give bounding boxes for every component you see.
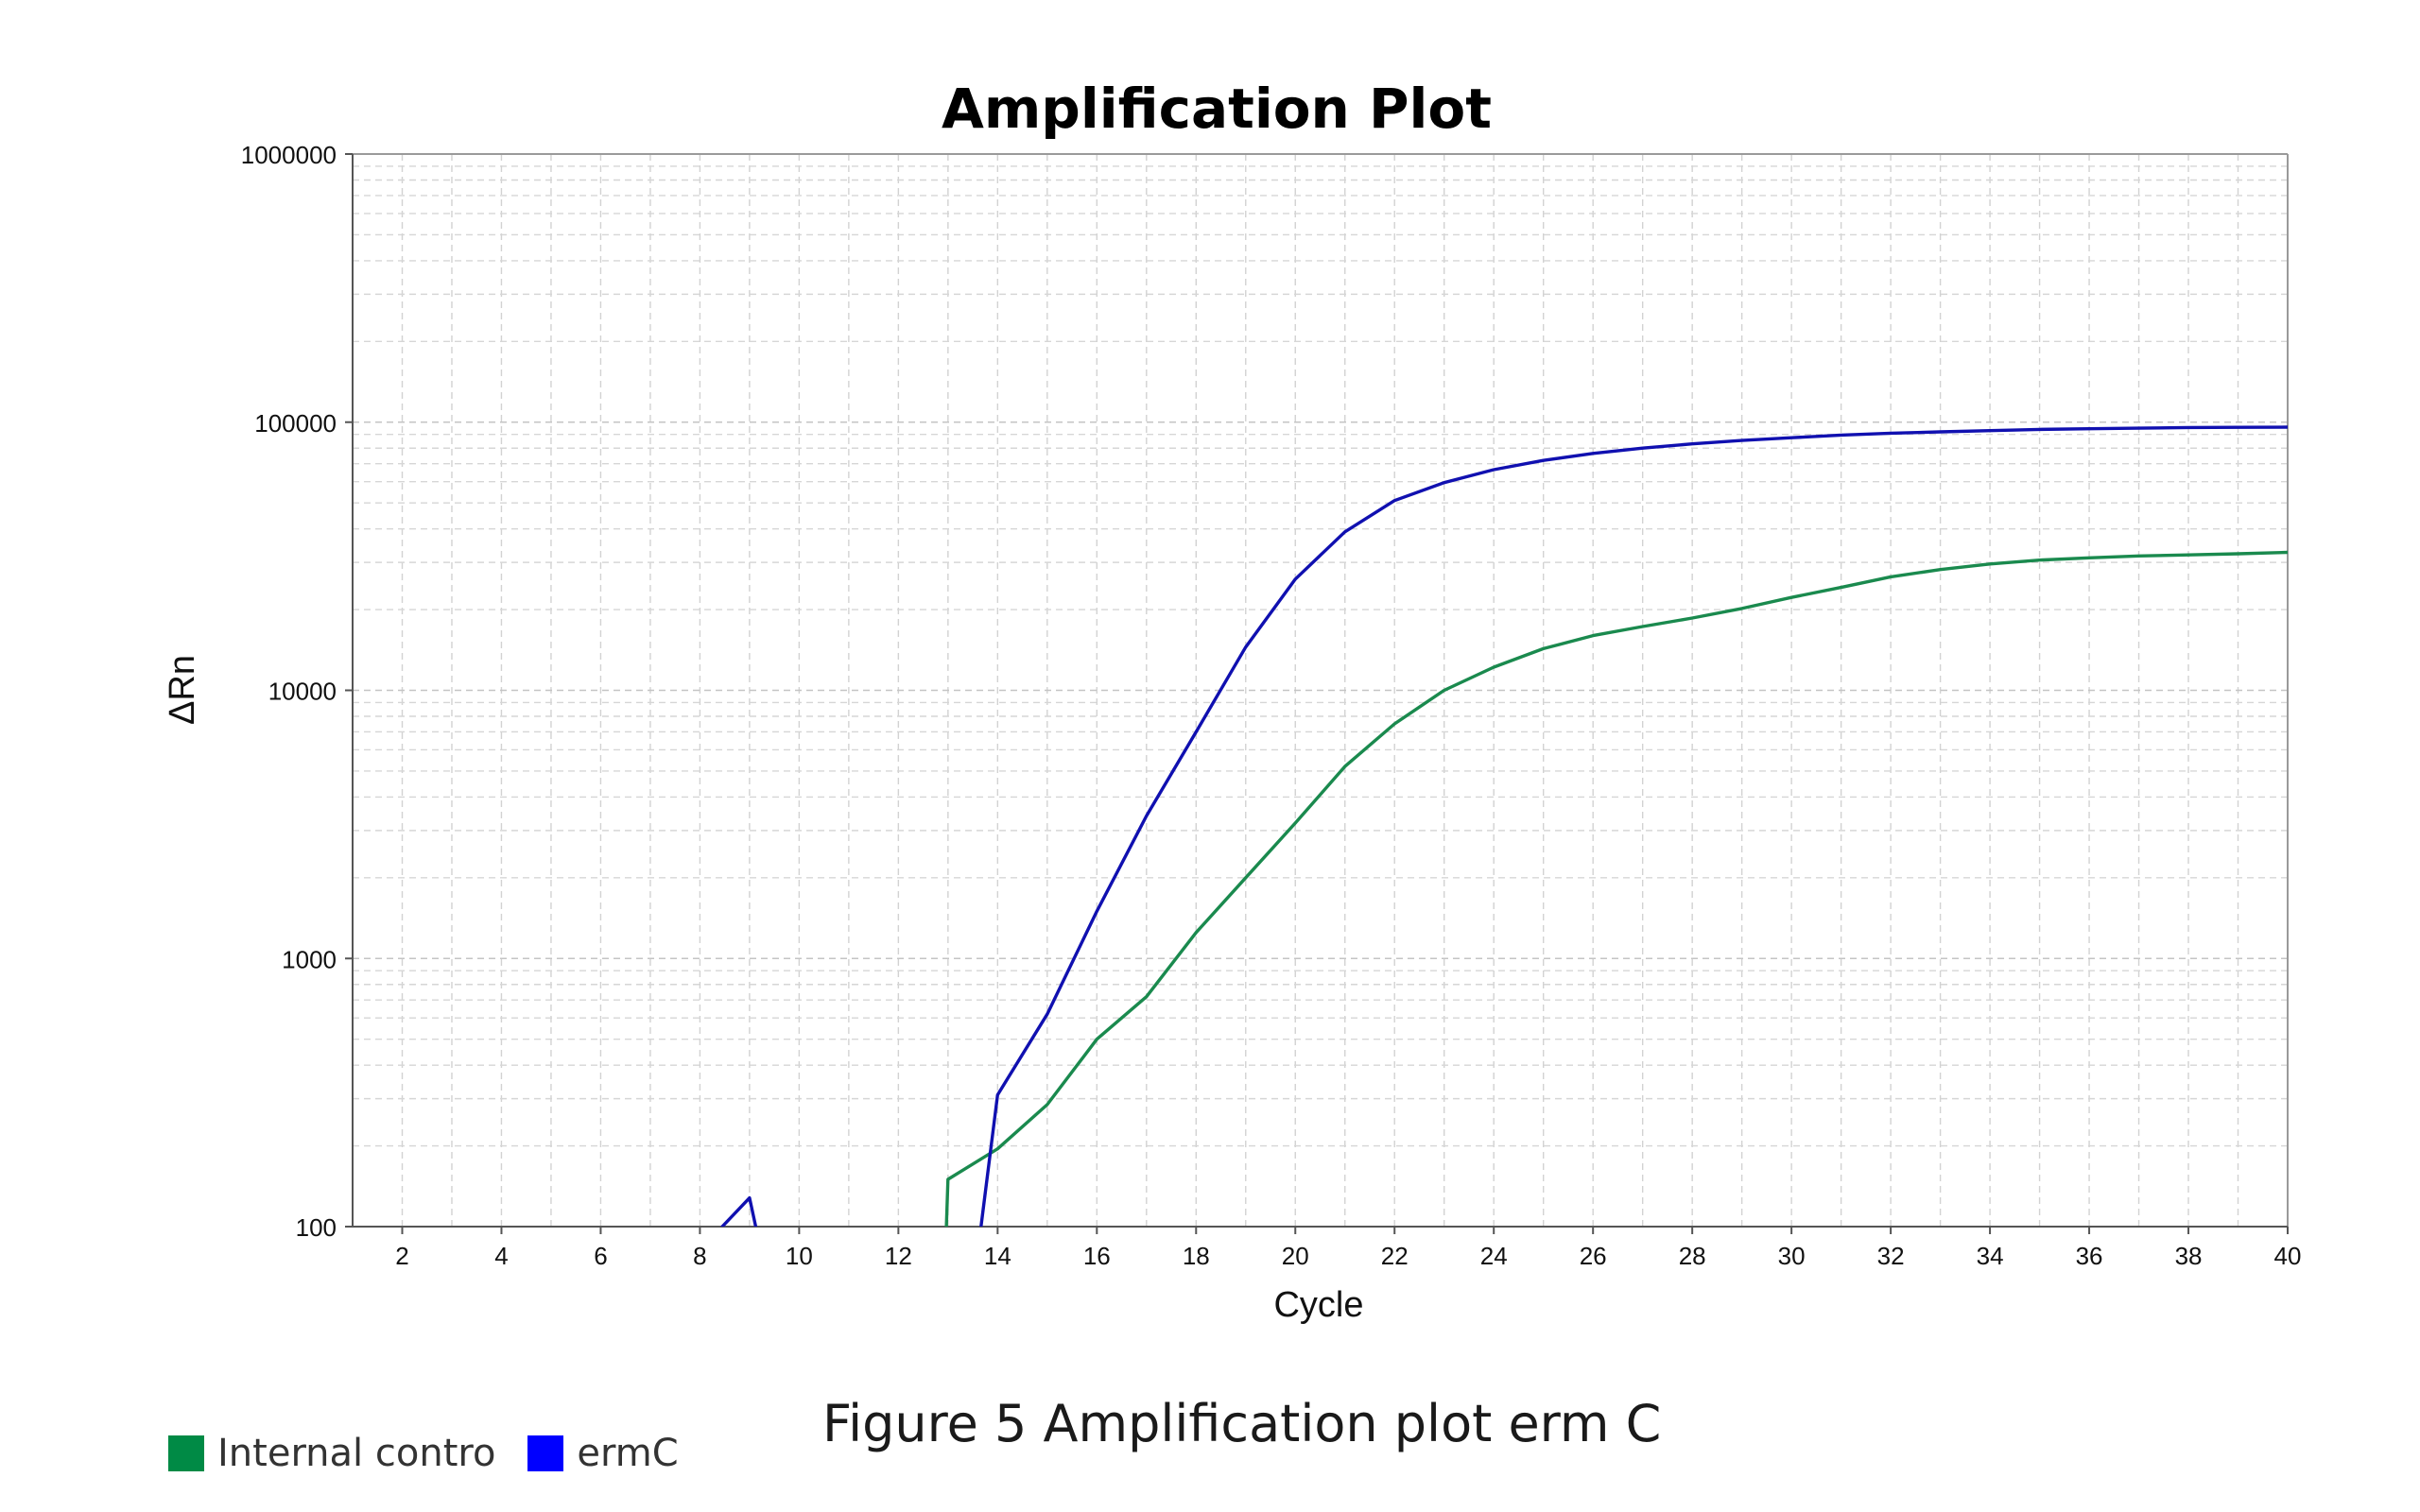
- y-tick-label: 10000: [268, 678, 337, 706]
- y-axis-label: ΔRn: [163, 655, 202, 725]
- figure-caption: Figure 5 Amplification plot erm C: [822, 1394, 1662, 1453]
- x-tick-label: 34: [1977, 1242, 2004, 1270]
- x-tick-label: 10: [786, 1242, 813, 1270]
- series-lines: [720, 425, 2288, 1227]
- tick-labels: 2 4 6 8 10 12 14 16 18 20 22 24 26 28 30 32 34 36 38 401001…: [241, 141, 2302, 1270]
- x-tick-label: 8: [693, 1242, 706, 1270]
- axes: [345, 153, 2289, 1234]
- x-tick-label: 22: [1381, 1242, 1409, 1270]
- x-tick-label: 20: [1282, 1242, 1309, 1270]
- grid: [353, 154, 2289, 1227]
- y-tick-label: 100: [296, 1213, 337, 1242]
- x-tick-label: 26: [1580, 1242, 1607, 1270]
- x-axis-label: Cycle: [1273, 1285, 1363, 1325]
- legend: Internal contro ermC: [168, 1432, 711, 1475]
- legend-swatch-ermc: [527, 1435, 564, 1471]
- y-tick-label: 100000: [254, 409, 337, 438]
- x-tick-label: 38: [2175, 1242, 2203, 1270]
- x-tick-label: 4: [494, 1242, 508, 1270]
- x-tick-label: 18: [1183, 1242, 1210, 1270]
- y-tick-label: 1000: [282, 945, 337, 973]
- x-tick-label: 30: [1778, 1242, 1806, 1270]
- x-tick-label: 6: [594, 1242, 607, 1270]
- series-line-internal-contro: [944, 550, 2288, 1227]
- x-tick-label: 12: [885, 1242, 912, 1270]
- x-tick-label: 28: [1679, 1242, 1706, 1270]
- legend-item-ermc: ermC: [527, 1432, 679, 1475]
- series-line-ermc: [720, 425, 2288, 1227]
- x-tick-label: 16: [1083, 1242, 1111, 1270]
- x-tick-label: 2: [395, 1242, 408, 1270]
- x-tick-label: 40: [2274, 1242, 2302, 1270]
- x-tick-label: 32: [1877, 1242, 1905, 1270]
- legend-label-ermc: ermC: [577, 1432, 679, 1475]
- x-tick-label: 14: [984, 1242, 1011, 1270]
- legend-label-internal-control: Internal contro: [217, 1432, 496, 1475]
- legend-swatch-internal-control: [168, 1435, 204, 1471]
- chart-title: Amplification Plot: [942, 77, 1492, 141]
- legend-item-internal-control: Internal contro: [168, 1432, 495, 1475]
- y-tick-label: 1000000: [241, 141, 337, 169]
- x-tick-label: 24: [1480, 1242, 1508, 1270]
- x-tick-label: 36: [2076, 1242, 2103, 1270]
